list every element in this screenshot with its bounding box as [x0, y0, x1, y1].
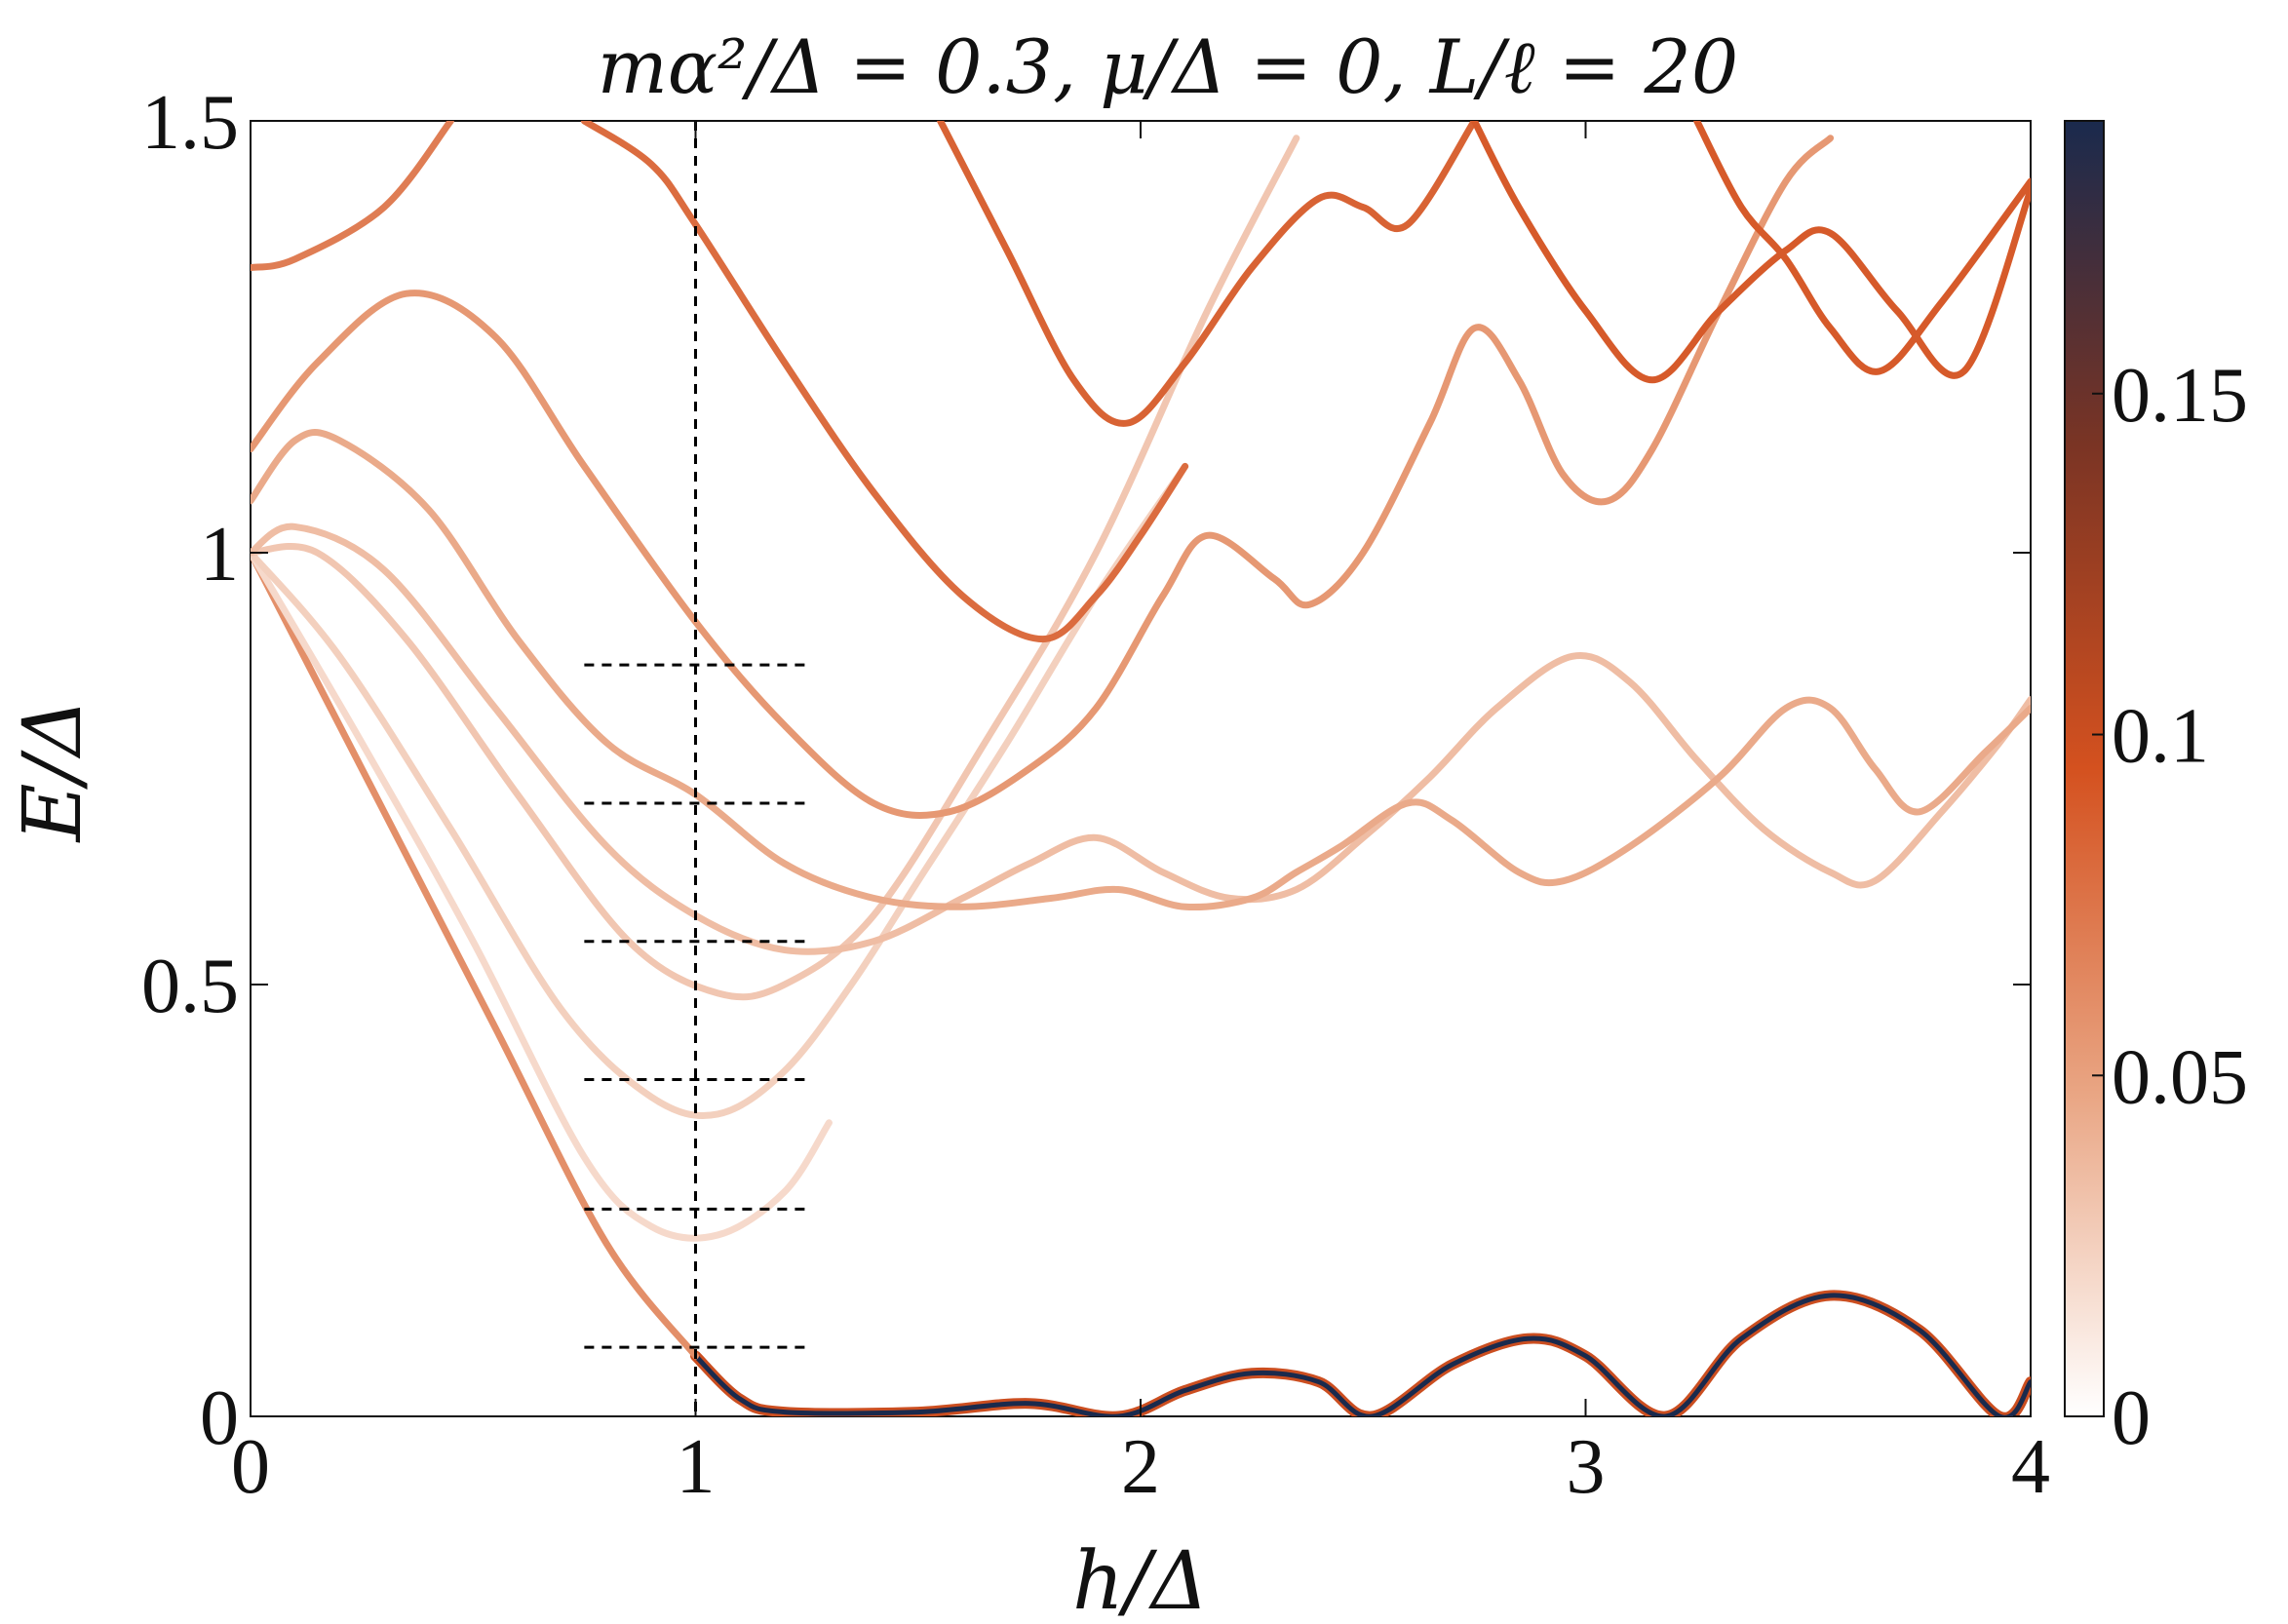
series-line [580, 121, 1189, 643]
series-line [251, 549, 833, 1242]
colorbar: 0 0.05 0.1 0.15 [2064, 120, 2248, 1461]
series-line [1470, 121, 2031, 384]
series-line [251, 429, 2031, 911]
series-line [251, 462, 1189, 1119]
colorbar-tick-label: 0.05 [2112, 1034, 2248, 1120]
chart-title: mα²/Δ = 0.3, μ/Δ = 0, L/ℓ = 20 [598, 23, 1739, 110]
x-tick-label: 0 [231, 1424, 270, 1510]
colorbar-tick-label: 0.1 [2112, 694, 2209, 780]
plot-area: 0 1 2 3 4 0 0.5 1 1.5 [141, 80, 2050, 1510]
series-line [251, 522, 2031, 955]
x-tick-label: 4 [2011, 1424, 2050, 1510]
reference-lines [584, 121, 807, 1416]
x-tick-label: 2 [1121, 1424, 1160, 1510]
x-tick-label: 1 [677, 1424, 716, 1510]
y-tick-label: 1 [200, 512, 239, 598]
y-tick-label: 0.5 [141, 944, 239, 1029]
series-line [251, 121, 454, 272]
y-tick-label: 0 [200, 1375, 239, 1461]
axis-ticks: 0 1 2 3 4 0 0.5 1 1.5 [141, 80, 2050, 1510]
colorbar-ticks: 0 0.05 0.1 0.15 [2092, 353, 2248, 1461]
series-line [693, 1293, 2031, 1416]
plot-frame [250, 120, 2032, 1417]
y-tick-label: 1.5 [141, 80, 239, 166]
series-line [937, 121, 1478, 427]
colorbar-gradient [2064, 120, 2105, 1417]
series-line [251, 549, 699, 1360]
colorbar-tick-label: 0.15 [2112, 353, 2248, 439]
series-line [1693, 121, 2031, 375]
series-layer [251, 121, 2031, 1416]
y-axis-label: E/Δ [7, 699, 99, 844]
series-line [251, 135, 1835, 819]
x-tick-label: 3 [1567, 1424, 1606, 1510]
x-axis-label: h/Δ [1072, 1535, 1209, 1624]
series-line [251, 135, 1300, 1001]
colorbar-tick-label: 0 [2112, 1375, 2151, 1461]
